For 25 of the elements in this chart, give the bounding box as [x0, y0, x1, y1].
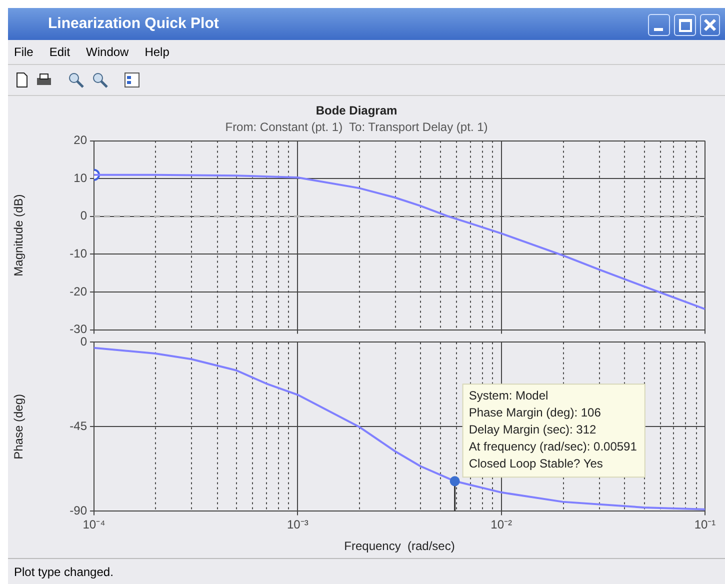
y-tick-label: 10 [74, 170, 88, 185]
chart-subtitle: From: Constant (pt. 1) To: Transport Delay (pt. 1) [225, 120, 488, 134]
x-tick-label: 10⁻³ [286, 518, 308, 532]
text: Window [86, 45, 129, 59]
y-tick-label: -10 [70, 246, 88, 261]
y-tick-label: 0 [80, 334, 88, 349]
text: Linearization Quick Plot [48, 15, 219, 32]
x-tick-label: 10⁻⁴ [82, 518, 106, 532]
y-tick-label: -30 [70, 322, 88, 336]
y-tick-label: -20 [70, 284, 88, 298]
x-tick-label: 10⁻¹ [694, 518, 716, 532]
text: Help [144, 45, 170, 59]
x-tick-label: 10⁻² [490, 518, 512, 532]
y-tick-label: 20 [74, 133, 88, 148]
y-tick-label: 0 [80, 208, 88, 223]
y-tick-label: -90 [70, 504, 88, 518]
chart-title: Bode Diagram [316, 104, 398, 118]
y-tick-label: -45 [70, 419, 88, 434]
x-axis-title: Frequency (rad/sec) [344, 539, 455, 554]
y-axis-title: Phase (deg) [12, 394, 26, 460]
text: Plot type changed. [14, 565, 114, 579]
text: File [14, 45, 34, 59]
annotation: System: Model Phase Margin (deg): 106 Delay Margin (sec): 312 At frequency (rad/sec): 0.00591 Closed Loop Stable? Yes [468, 388, 638, 470]
text: Edit [49, 45, 70, 59]
y-axis-title: Magnitude (dB) [12, 194, 26, 276]
